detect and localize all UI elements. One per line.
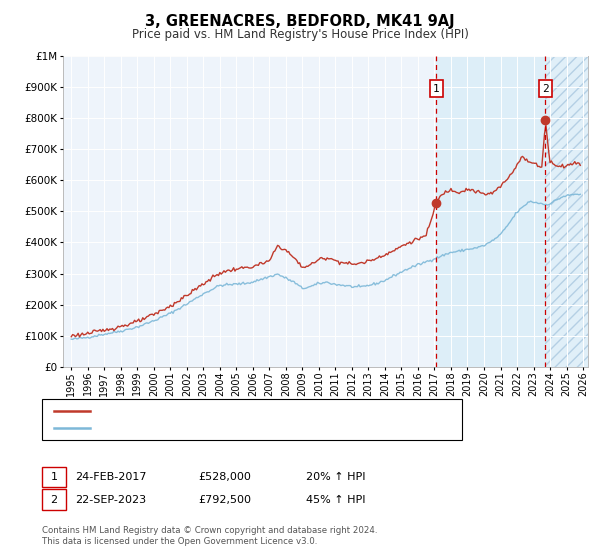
Text: £792,500: £792,500 [198, 494, 251, 505]
Text: 22-SEP-2023: 22-SEP-2023 [75, 494, 146, 505]
Bar [545, 56, 592, 367]
Text: Contains HM Land Registry data © Crown copyright and database right 2024.
This d: Contains HM Land Registry data © Crown c… [42, 526, 377, 546]
Text: Price paid vs. HM Land Registry's House Price Index (HPI): Price paid vs. HM Land Registry's House … [131, 28, 469, 41]
Text: 45% ↑ HPI: 45% ↑ HPI [306, 494, 365, 505]
Text: 3, GREENACRES, BEDFORD, MK41 9AJ: 3, GREENACRES, BEDFORD, MK41 9AJ [145, 14, 455, 29]
Text: 1: 1 [50, 472, 58, 482]
Text: 1: 1 [433, 83, 440, 94]
Text: 24-FEB-2017: 24-FEB-2017 [75, 472, 146, 482]
Text: £528,000: £528,000 [198, 472, 251, 482]
Text: 20% ↑ HPI: 20% ↑ HPI [306, 472, 365, 482]
Text: 2: 2 [50, 494, 58, 505]
Text: HPI: Average price, detached house, Bedford: HPI: Average price, detached house, Bedf… [99, 423, 333, 433]
Text: 2: 2 [542, 83, 549, 94]
Bar [436, 56, 545, 367]
Text: 3, GREENACRES, BEDFORD, MK41 9AJ (detached house): 3, GREENACRES, BEDFORD, MK41 9AJ (detach… [99, 405, 391, 416]
